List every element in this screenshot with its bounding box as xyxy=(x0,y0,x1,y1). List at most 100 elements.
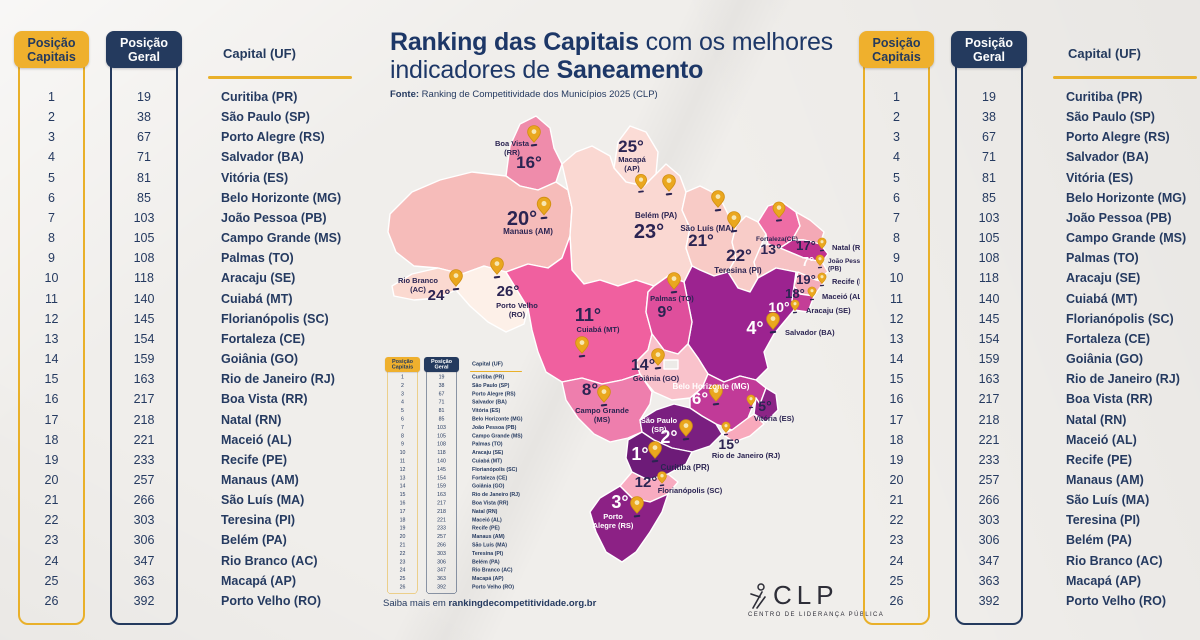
map-pin-cuiaba xyxy=(575,336,589,358)
header-capital-uf: Capital (UF) xyxy=(223,46,296,61)
table-cell-posicao-capitais: 21 xyxy=(889,493,904,508)
table-cell-posicao-capitais: 24 xyxy=(44,553,59,568)
table-cell-capital: Recife (PE) xyxy=(221,452,287,467)
table-cell-posicao-capitais: 1 xyxy=(893,90,900,104)
table-cell-capital: Salvador (BA) xyxy=(221,150,304,165)
state-RJ xyxy=(721,413,765,443)
table-cell-posicao-capitais: 5 xyxy=(48,170,55,185)
rank-number-rio-de-janeiro: 15° xyxy=(718,436,739,452)
table-cell-posicao-geral: 81 xyxy=(438,407,445,414)
table-cell-posicao-geral: 118 xyxy=(979,271,999,286)
table-cell-posicao-geral: 81 xyxy=(137,170,151,185)
map-label-porto-velho: Porto Velho (RO) xyxy=(496,301,538,319)
table-cell-posicao-geral: 145 xyxy=(978,311,1000,326)
header-posicao-geral: Posição Geral xyxy=(106,31,182,68)
table-cell-posicao-capitais: 2 xyxy=(401,382,404,389)
table-cell-posicao-capitais: 8 xyxy=(893,231,900,246)
rank-number-salvador: 4° xyxy=(746,318,763,338)
table-cell-posicao-geral: 19 xyxy=(438,374,445,380)
posicao-geral-rows: 19 38 67 71 81 85 103 105 108 118 140 145 154 159 163 2… xyxy=(951,87,1027,611)
map-pin-boa-vista xyxy=(527,125,541,147)
clp-acronym: CLP xyxy=(773,580,839,610)
brazil-choropleth-map: 1° Curitiba (PR) 2°São Paulo (SP) 3°Porto Ale… xyxy=(387,115,860,563)
map-pin-rio-branco xyxy=(449,269,463,291)
map-pin-sao-luis xyxy=(711,190,725,212)
map-pin-florianopolis xyxy=(657,471,667,487)
map-label-boa-vista: Boa Vista (RR) xyxy=(495,139,530,157)
title-bold-2: Saneamento xyxy=(556,56,704,84)
map-pin-macapa xyxy=(634,173,648,193)
title-regular-2: indicadores de xyxy=(390,56,557,84)
table-cell-posicao-geral: 163 xyxy=(133,372,155,387)
table-cell-posicao-geral: 19 xyxy=(137,90,151,104)
map-pin-sao-paulo xyxy=(679,419,693,441)
map-label-macapa: Macapá (AP) xyxy=(618,155,646,173)
table-cell-posicao-capitais: 18 xyxy=(44,432,59,447)
map-label-rio-branco: Rio Branco (AC) xyxy=(398,276,438,294)
ranking-table-mini: Posição Capitais 1 2 3 4 5 6 7 8 9 10 11 12 13 14 15 16 1… xyxy=(380,348,552,598)
table-cell-posicao-capitais: 25 xyxy=(889,573,904,588)
table-cell-capital: Belém (PA) xyxy=(221,533,287,548)
table-cell-capital: Campo Grande (MS) xyxy=(221,231,342,246)
table-cell-posicao-geral: 363 xyxy=(133,573,155,588)
table-cell-posicao-geral: 257 xyxy=(437,533,446,540)
rank-number-rio-branco: 24° xyxy=(428,287,451,304)
table-cell-posicao-geral: 303 xyxy=(978,513,1000,528)
map-pin-joao-pessoa xyxy=(815,254,825,269)
capital-header-underline xyxy=(1053,76,1197,79)
table-cell-posicao-geral: 38 xyxy=(982,110,996,125)
posicao-geral-rows: 19 38 67 71 81 85 103 105 108 118 140 145 154 159 163 2… xyxy=(106,87,182,611)
table-cell-capital: Fortaleza (CE) xyxy=(1066,331,1151,346)
map-label-florianopolis: Florianópolis (SC) xyxy=(658,486,723,495)
table-cell-posicao-capitais: 8 xyxy=(48,231,55,246)
table-cell-posicao-capitais: 4 xyxy=(401,399,404,406)
table-cell-capital: Recife (PE) xyxy=(472,525,500,532)
rank-number-aracaju: 10° xyxy=(768,299,789,315)
table-cell-posicao-capitais: 10 xyxy=(889,271,904,286)
table-cell-posicao-capitais: 23 xyxy=(44,533,59,548)
table-cell-capital: São Luís (MA) xyxy=(221,493,305,508)
table-cell-posicao-capitais: 14 xyxy=(44,352,59,367)
table-cell-posicao-capitais: 3 xyxy=(48,130,55,145)
capital-rows: Curitiba (PR) São Paulo (SP) Porto Alegre … xyxy=(468,373,552,591)
footer-link[interactable]: rankingdecompetitividade.org.br xyxy=(448,598,597,609)
table-cell-posicao-geral: 392 xyxy=(978,593,1000,608)
table-cell-posicao-geral: 217 xyxy=(437,499,446,506)
ranking-table-right: Posição Capitais 1 2 3 4 5 6 7 8 9 10 11 12 13 14 15 16 1… xyxy=(859,31,1200,636)
table-cell-capital: Porto Velho (RO) xyxy=(221,593,321,608)
rank-number-belo-horizonte: 6° xyxy=(692,389,708,408)
table-cell-capital: João Pessoa (PB) xyxy=(221,210,327,225)
table-cell-capital: Florianópolis (SC) xyxy=(1066,311,1174,326)
map-label-porto-alegre: Porto Alegre (RS) xyxy=(593,512,634,530)
table-cell-capital: Vitória (ES) xyxy=(1066,170,1134,185)
table-cell-posicao-geral: 38 xyxy=(438,382,445,389)
table-cell-posicao-capitais: 17 xyxy=(44,412,59,427)
rank-number-boa-vista: 16° xyxy=(516,153,542,172)
title-regular-1: com os melhores xyxy=(638,28,834,56)
rank-number-sao-paulo: 2° xyxy=(660,427,677,447)
table-cell-capital: Maceió (AL) xyxy=(221,432,292,447)
footer-link-text: Saiba mais em rankingdecompetitividade.o… xyxy=(383,598,596,609)
table-cell-capital: Curitiba (PR) xyxy=(1066,90,1143,104)
map-pin-porto-alegre xyxy=(630,496,644,518)
table-cell-capital: Maceió (AL) xyxy=(1066,432,1137,447)
table-cell-posicao-geral: 108 xyxy=(133,251,155,266)
ranking-table-left: Posição Capitais 1 2 3 4 5 6 7 8 9 10 11 12 13 14 15 16 1… xyxy=(14,31,358,636)
table-cell-posicao-capitais: 26 xyxy=(889,593,904,608)
table-cell-posicao-geral: 154 xyxy=(133,331,155,346)
states-layer xyxy=(387,115,829,563)
table-cell-capital: Salvador (BA) xyxy=(1066,150,1149,165)
map-label-goiania: Goiânia (GO) xyxy=(633,374,680,383)
table-cell-posicao-geral: 221 xyxy=(133,432,155,447)
table-cell-capital: Cuiabá (MT) xyxy=(472,457,503,464)
table-cell-capital: Goiânia (GO) xyxy=(1066,352,1144,367)
table-cell-posicao-geral: 67 xyxy=(137,130,151,145)
table-cell-posicao-geral: 347 xyxy=(133,553,155,568)
table-cell-posicao-geral: 221 xyxy=(437,516,446,523)
table-cell-capital: Aracaju (SE) xyxy=(221,271,296,286)
table-cell-posicao-geral: 140 xyxy=(437,457,446,464)
table-cell-capital: Manaus (AM) xyxy=(1066,472,1144,487)
table-cell-posicao-geral: 145 xyxy=(437,466,446,473)
map-label-manaus: Manaus (AM) xyxy=(503,227,553,236)
table-cell-posicao-capitais: 1 xyxy=(401,374,404,380)
